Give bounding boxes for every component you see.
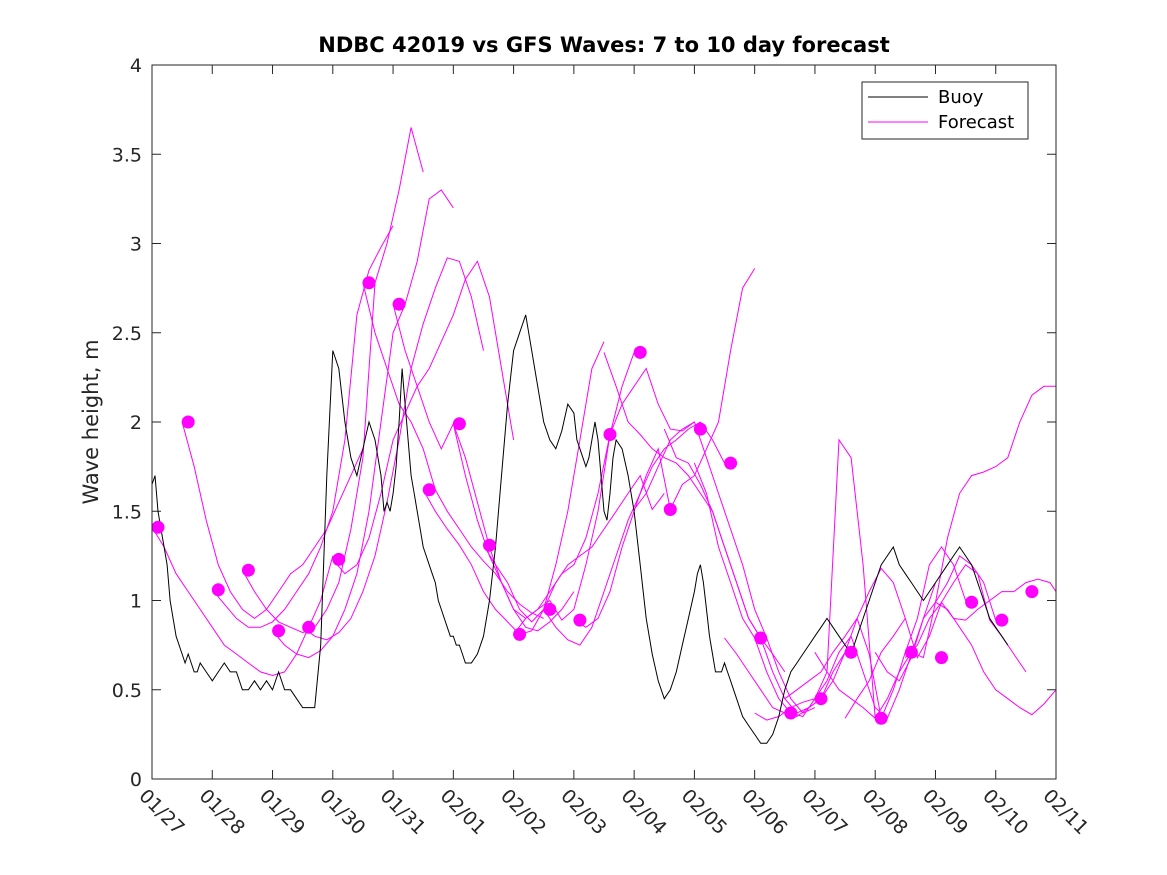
y-tick-label: 1.5 bbox=[112, 501, 142, 523]
plot-series bbox=[151, 127, 1057, 744]
forecast-point bbox=[724, 456, 738, 470]
forecast-point bbox=[483, 538, 496, 552]
y-tick-label: 0 bbox=[130, 769, 142, 791]
forecast-point bbox=[362, 276, 376, 290]
forecast-point bbox=[784, 706, 798, 720]
forecast-line-11 bbox=[452, 352, 635, 621]
forecast-line-12 bbox=[483, 474, 665, 623]
forecast-line-27 bbox=[935, 601, 1057, 716]
forecast-line-17 bbox=[633, 421, 816, 714]
y-tick-label: 1 bbox=[130, 591, 142, 613]
forecast-point bbox=[935, 651, 948, 665]
forecast-point bbox=[392, 297, 406, 311]
forecast-point bbox=[241, 563, 255, 577]
forecast-point bbox=[272, 624, 286, 638]
forecast-point bbox=[151, 520, 165, 534]
forecast-point bbox=[302, 620, 316, 634]
forecast-point bbox=[181, 415, 195, 429]
y-tick-label: 3 bbox=[130, 234, 142, 256]
forecast-line-19 bbox=[693, 438, 876, 719]
forecast-line-2 bbox=[181, 421, 364, 620]
forecast-point bbox=[573, 613, 587, 627]
forecast-line-8 bbox=[362, 282, 544, 619]
plot-area bbox=[152, 65, 1056, 779]
forecast-line-3 bbox=[211, 225, 394, 628]
forecast-point bbox=[332, 552, 346, 566]
forecast-point bbox=[904, 645, 918, 659]
forecast-line-6 bbox=[302, 257, 484, 641]
legend-box bbox=[861, 81, 1029, 140]
forecast-line-14 bbox=[543, 421, 725, 646]
forecast-line-7 bbox=[332, 260, 515, 575]
forecast-point bbox=[663, 503, 677, 516]
forecast-line-13 bbox=[513, 367, 695, 635]
forecast-line-26 bbox=[904, 578, 1057, 658]
forecast-line-5 bbox=[272, 189, 454, 659]
legend-buoy-label: Buoy bbox=[938, 87, 984, 108]
forecast-line-1 bbox=[151, 527, 334, 677]
forecast-point bbox=[995, 613, 1009, 627]
y-axis-label: Wave height, m bbox=[79, 339, 103, 504]
forecast-point bbox=[603, 428, 617, 441]
forecast-line-4 bbox=[241, 127, 424, 634]
forecast-point bbox=[814, 692, 828, 706]
forecast-point bbox=[844, 645, 858, 659]
forecast-point bbox=[513, 627, 527, 641]
chart-title: NDBC 42019 vs GFS Waves: 7 to 10 day for… bbox=[318, 33, 889, 57]
forecast-line-22 bbox=[784, 546, 967, 721]
y-tick-label: 2.5 bbox=[112, 323, 142, 345]
forecast-line-20 bbox=[724, 567, 906, 718]
forecast-line-23 bbox=[814, 555, 997, 720]
forecast-point bbox=[452, 417, 466, 431]
forecast-point bbox=[693, 422, 707, 436]
legend-forecast-label: Forecast bbox=[938, 112, 1014, 133]
y-tick-label: 4 bbox=[130, 55, 142, 77]
legend: Buoy Forecast bbox=[861, 81, 1029, 140]
forecast-point bbox=[543, 602, 557, 616]
forecast-point bbox=[965, 595, 979, 609]
forecast-line-9 bbox=[392, 304, 575, 632]
forecast-point bbox=[633, 345, 647, 359]
forecast-line-25 bbox=[874, 385, 1056, 682]
forecast-point bbox=[1025, 585, 1039, 599]
forecast-line-10 bbox=[422, 341, 605, 635]
axes-box bbox=[151, 64, 1057, 780]
buoy-line bbox=[151, 314, 1009, 744]
y-tick-label: 3.5 bbox=[112, 144, 142, 166]
forecast-point bbox=[874, 711, 888, 725]
forecast-line-15 bbox=[573, 268, 756, 628]
forecast-point bbox=[754, 631, 768, 645]
y-tick-label: 2 bbox=[130, 412, 142, 434]
forecast-point bbox=[211, 583, 225, 597]
y-tick-label: 0.5 bbox=[112, 680, 142, 702]
forecast-point bbox=[422, 483, 436, 497]
